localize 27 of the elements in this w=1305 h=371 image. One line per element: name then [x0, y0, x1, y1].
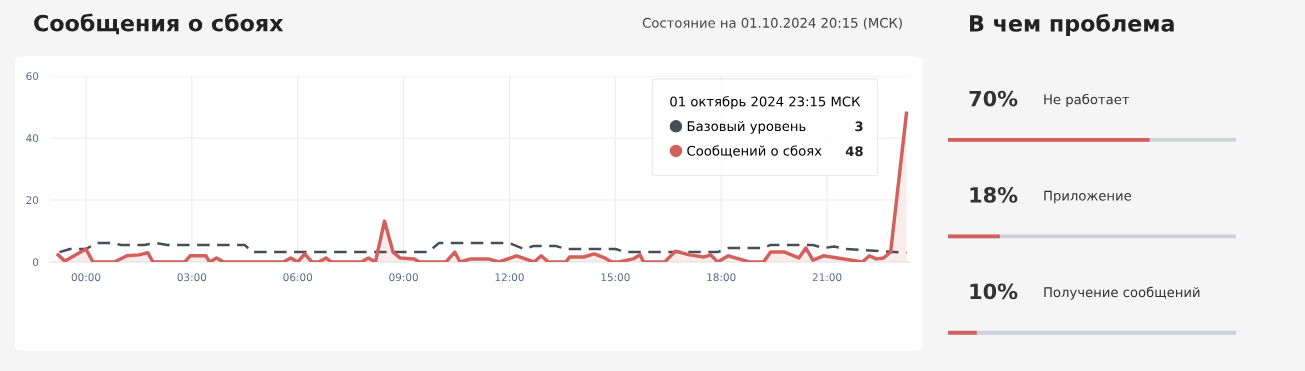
- x-tick-label: 21:00: [812, 273, 842, 282]
- y-tick-label: Не работает: [1044, 93, 1130, 107]
- chart-subtitle: Состояние на 01.10.2024 20:15 (МСК): [642, 17, 902, 30]
- line-series: [58, 241, 908, 254]
- y-tick-label: 40: [26, 134, 39, 143]
- legend-label: Базовый уровень: [687, 120, 806, 134]
- data-label: 70%: [969, 90, 1018, 107]
- y-tick-label: Приложение: [1044, 190, 1132, 204]
- chart-title: Сообщения о сбоях: [34, 13, 284, 35]
- data-label: 10%: [970, 283, 1018, 300]
- annotation: 48: [845, 146, 863, 157]
- legend-label: Сообщений о сбоях: [687, 145, 822, 158]
- y-tick-label: 60: [26, 72, 39, 81]
- y-tick-label: Получение сообщений: [1044, 286, 1200, 300]
- legend-title: 01 октябрь 2024 23:15 МСК: [670, 96, 861, 110]
- data-label: 18%: [970, 187, 1018, 203]
- y-tick-label: 0: [32, 258, 39, 267]
- x-tick-label: 12:00: [495, 273, 524, 282]
- y-tick-label: 20: [26, 196, 39, 205]
- x-tick-label: 03:00: [177, 273, 207, 282]
- chart-title: В чем проблема: [970, 13, 1174, 37]
- x-tick-label: 09:00: [389, 273, 418, 282]
- x-tick-label: 18:00: [707, 273, 736, 282]
- x-tick-label: 00:00: [71, 273, 101, 282]
- annotation: 3: [855, 121, 863, 132]
- x-tick-label: 15:00: [601, 273, 630, 282]
- x-tick-label: 06:00: [283, 273, 313, 282]
